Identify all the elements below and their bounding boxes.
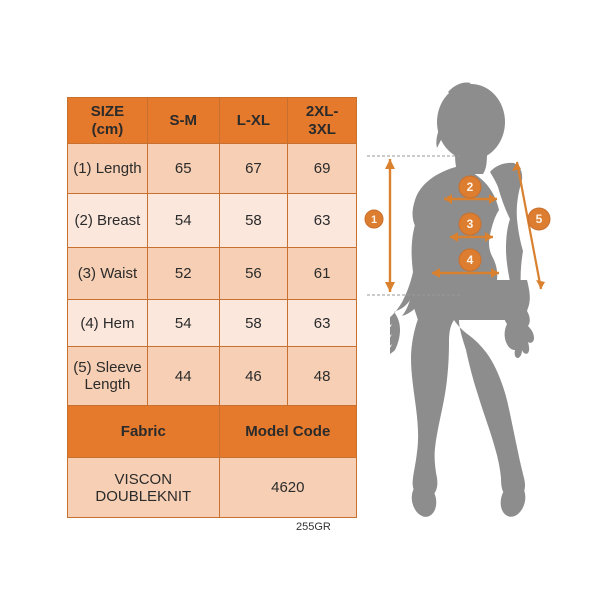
svg-text:1: 1 [371, 214, 377, 226]
svg-text:3: 3 [467, 217, 474, 231]
svg-text:2: 2 [467, 180, 474, 194]
svg-text:5: 5 [536, 212, 543, 226]
svg-text:4: 4 [467, 253, 474, 267]
